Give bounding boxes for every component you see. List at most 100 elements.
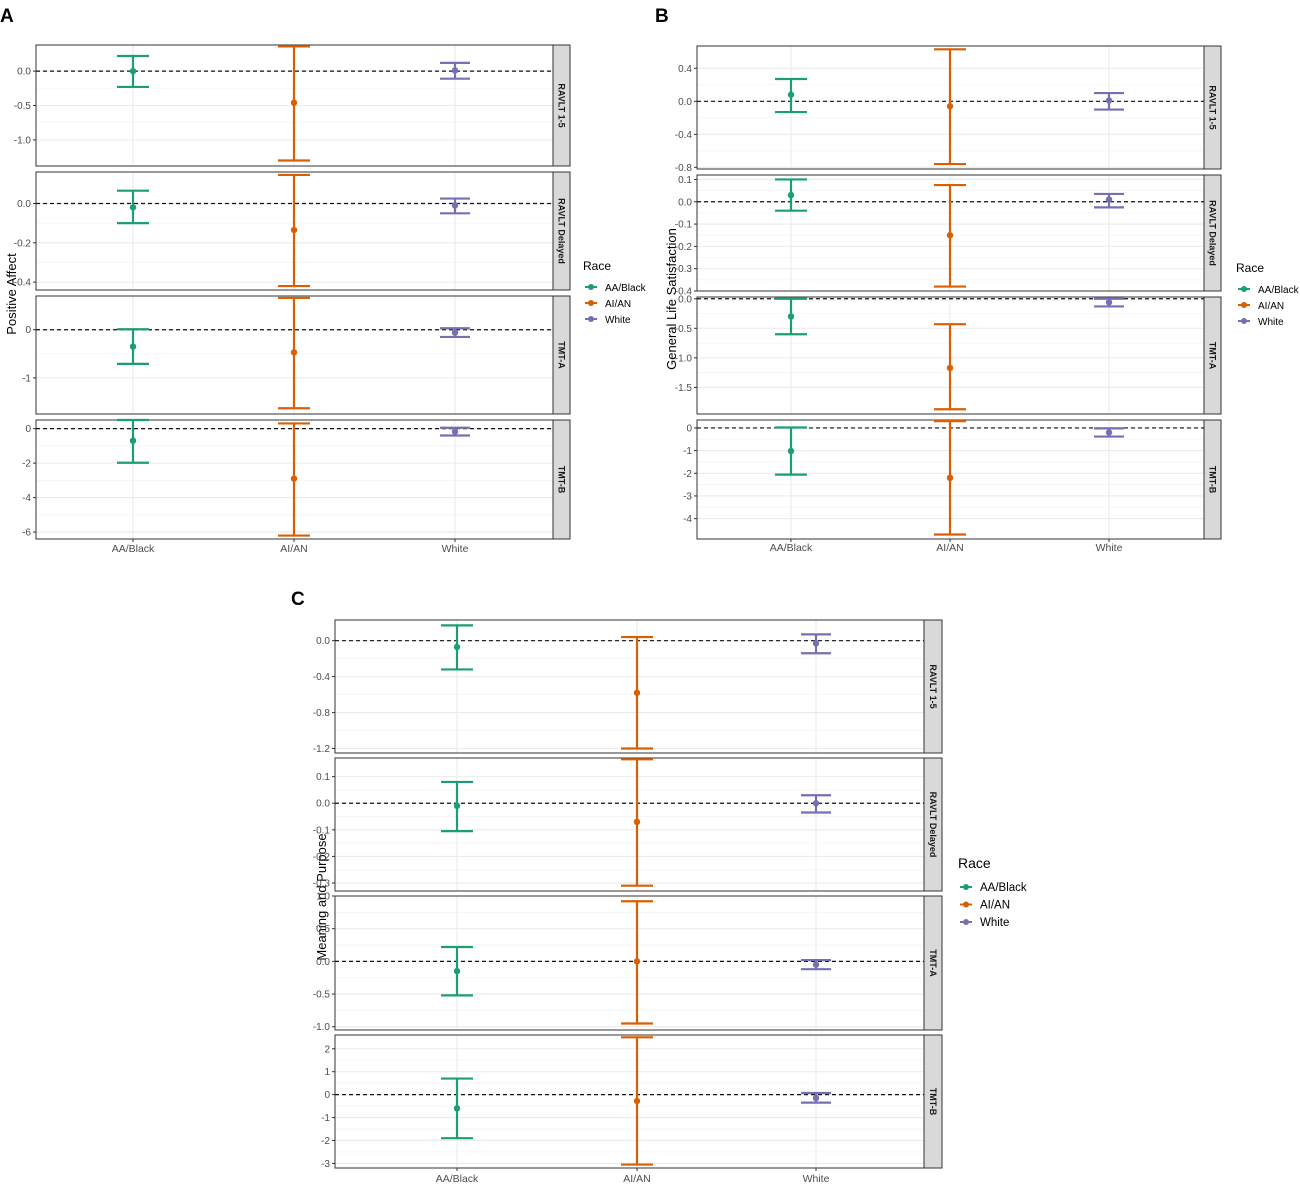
- point-estimate: [787, 191, 795, 199]
- errorbar-white: [440, 61, 470, 80]
- errorbar-aablack: [117, 54, 149, 89]
- y-tick-label: -0.3: [313, 879, 331, 890]
- x-tick-label: AA/Black: [770, 542, 813, 554]
- facet-border: [334, 619, 925, 754]
- point-estimate: [129, 67, 137, 75]
- point-estimate: [451, 67, 459, 74]
- y-axis-title: General Life Satisfaction: [664, 228, 679, 370]
- errorbar-white: [801, 1091, 831, 1104]
- point-estimate: [812, 961, 820, 968]
- point-estimate: [453, 802, 461, 810]
- y-tick-label: -0.3: [675, 264, 693, 275]
- facet-strip-label: RAVLT 1-5: [1208, 85, 1218, 129]
- errorbar-white: [801, 794, 831, 814]
- facet-strip: [923, 757, 943, 892]
- facet-strip: [923, 619, 943, 754]
- facet-strip: [552, 295, 571, 415]
- y-tick-label: -4: [22, 493, 31, 504]
- errorbar-aablack: [775, 178, 807, 212]
- facet-strip: [923, 1034, 943, 1169]
- legend-entry-label: White: [605, 315, 631, 326]
- facet-border: [334, 895, 925, 1031]
- x-tick-label: White: [1096, 542, 1123, 554]
- legend-entry-label: White: [1258, 317, 1284, 328]
- errorbar-aian: [278, 296, 310, 410]
- point-estimate: [129, 343, 137, 350]
- point-estimate: [787, 91, 795, 98]
- errorbar-aablack: [775, 77, 807, 114]
- facet-strip-label: TMT-A: [928, 949, 938, 977]
- y-tick-label: -0.2: [14, 238, 32, 249]
- y-tick-label: 0: [324, 1090, 330, 1101]
- x-tick-label: AA/Black: [436, 1173, 479, 1185]
- y-axis-title: Positive Affect: [4, 253, 19, 335]
- legend-key-point: [963, 919, 969, 925]
- point-estimate: [1105, 196, 1113, 203]
- legend: Race AA/Black AI/AN White: [583, 259, 647, 326]
- errorbar-white: [801, 958, 831, 971]
- point-estimate: [290, 475, 298, 482]
- point-estimate: [453, 1105, 461, 1112]
- facet-strip: [1203, 419, 1222, 540]
- facet-strip: [1203, 174, 1222, 292]
- panel-label-c: C: [291, 589, 305, 610]
- point-estimate: [451, 428, 459, 435]
- point-estimate: [290, 99, 298, 106]
- legend: Race AA/Black AI/AN White: [958, 855, 1027, 929]
- x-tick-label: AA/Black: [112, 543, 155, 555]
- x-tick-label: AI/AN: [936, 542, 963, 554]
- y-tick-label: -0.1: [313, 825, 331, 836]
- facet-strip-label: TMT-B: [557, 466, 567, 494]
- errorbar-aian: [278, 422, 310, 537]
- y-tick-label: -1.5: [675, 383, 693, 394]
- y-tick-label: 0.5: [316, 924, 330, 935]
- point-estimate: [946, 364, 954, 372]
- point-estimate: [129, 437, 137, 444]
- point-estimate: [453, 967, 461, 975]
- errorbar-aian: [934, 323, 966, 411]
- point-estimate: [812, 1094, 820, 1102]
- facet-a-3: TMT-A 0 -1: [22, 295, 571, 415]
- point-estimate: [633, 689, 641, 696]
- y-axis-title: Meaning and Purpose: [314, 833, 329, 960]
- errorbar-aablack: [775, 426, 807, 476]
- y-tick-label: 0.0: [17, 67, 31, 78]
- errorbar-aablack: [117, 189, 149, 225]
- y-tick-label: 0.1: [316, 772, 330, 783]
- point-estimate: [1105, 97, 1113, 104]
- y-tick-label: -1.0: [313, 1022, 331, 1033]
- y-tick-label: -0.5: [675, 324, 693, 335]
- y-tick-label: 2: [324, 1044, 330, 1055]
- y-tick-label: -6: [22, 528, 31, 539]
- y-tick-label: -0.4: [313, 672, 331, 683]
- point-estimate: [1105, 299, 1113, 306]
- y-tick-label: -1.0: [14, 135, 32, 146]
- y-tick-label: -2: [683, 469, 692, 480]
- y-tick-label: 0: [25, 424, 31, 435]
- y-tick-label: 0.0: [678, 97, 692, 108]
- facet-c-3: TMT-A 1.0 0.5 0.0 -0.5 -1.0: [313, 892, 943, 1033]
- facet-a-4: TMT-B 0 -2 -4 -6: [22, 418, 571, 542]
- y-tick-label: -0.5: [313, 990, 331, 1001]
- y-tick-label: 0.0: [17, 199, 31, 210]
- legend-entry-label: AI/AN: [1258, 301, 1284, 312]
- y-tick-label: -1: [683, 446, 692, 457]
- x-tick-label: AI/AN: [280, 543, 307, 555]
- y-tick-label: 0: [686, 423, 692, 434]
- errorbar-aablack: [117, 418, 149, 464]
- legend-entry-label: White: [980, 917, 1009, 929]
- point-estimate: [633, 958, 641, 965]
- errorbar-aablack: [441, 624, 473, 671]
- panel-label-a: A: [0, 6, 14, 27]
- point-estimate: [946, 103, 954, 110]
- facet-b-1: RAVLT 1-5 0.4 0.0 -0.4 -0.8: [675, 45, 1222, 174]
- point-estimate: [451, 202, 459, 209]
- errorbar-aian: [934, 48, 966, 166]
- y-tick-label: 1.0: [316, 892, 330, 903]
- errorbar-white: [440, 327, 470, 339]
- point-estimate: [453, 643, 461, 651]
- y-tick-label: -0.4: [14, 278, 32, 289]
- legend-key-point: [1241, 286, 1247, 292]
- errorbar-aablack: [441, 945, 473, 997]
